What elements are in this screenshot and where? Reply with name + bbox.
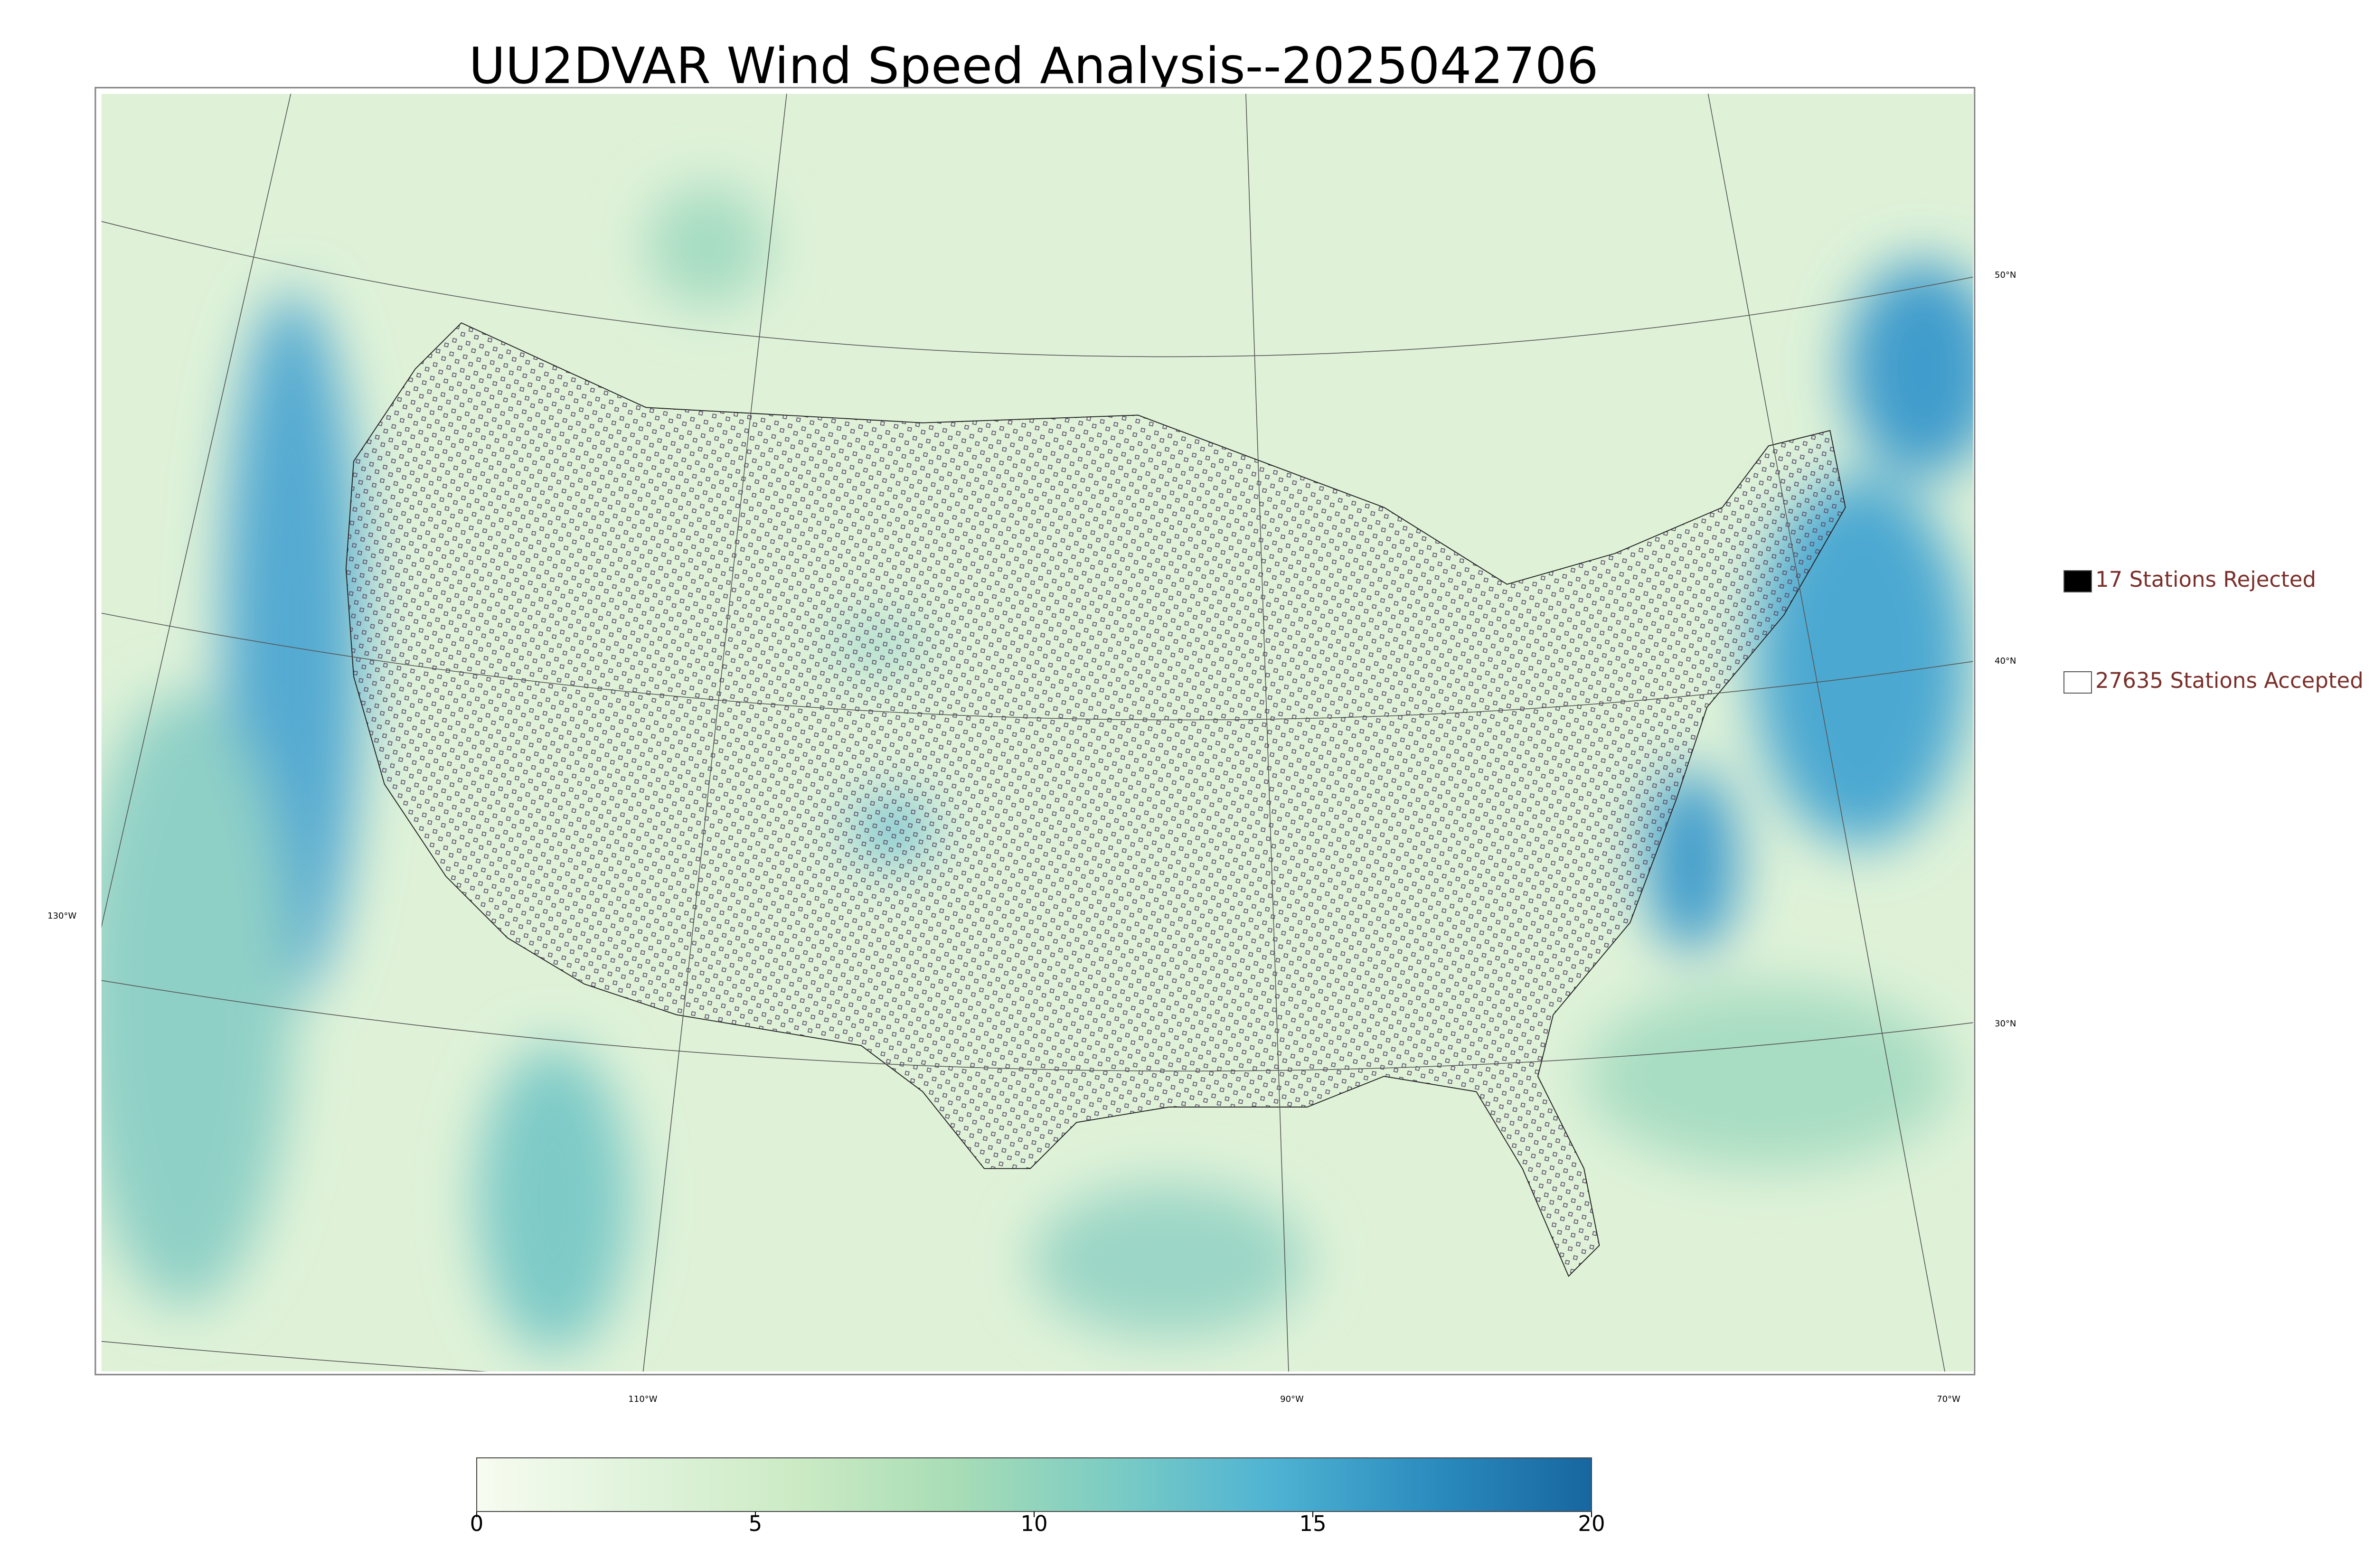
- legend-swatch: [2063, 671, 2092, 694]
- longitude-label: 90°W: [1280, 1394, 1304, 1404]
- legend-label: 27635 Stations Accepted: [2095, 668, 2364, 693]
- map-field: [101, 94, 1973, 1372]
- station-region: [345, 322, 1846, 1277]
- legend: 17 Stations Rejected 27635 Stations Accep…: [2063, 567, 2364, 694]
- colorbar-tick-label: 20: [1578, 1511, 1605, 1536]
- colorbar-body: [476, 1457, 1592, 1512]
- longitude-label: 70°W: [1937, 1394, 1960, 1404]
- colorbar-tick-label: 10: [1020, 1511, 1047, 1536]
- map-title: UU2DVAR Wind Speed Analysis--2025042706: [469, 37, 1598, 95]
- latitude-label: 30°N: [1995, 1019, 2016, 1029]
- colorbar: 0 5 10 15 20: [470, 1457, 1605, 1536]
- colorbar-tick-label: 15: [1299, 1511, 1326, 1536]
- colorbar-tick-label: 0: [470, 1511, 484, 1536]
- map: [94, 86, 1976, 1376]
- legend-label: 17 Stations Rejected: [2095, 567, 2316, 592]
- longitude-label: 130°W: [47, 911, 76, 921]
- longitude-label: 110°W: [628, 1394, 657, 1404]
- legend-swatch: [2063, 570, 2092, 592]
- graticule: [101, 94, 1973, 1372]
- latitude-label: 50°N: [1995, 270, 2016, 280]
- latitude-label: 40°N: [1995, 656, 2016, 666]
- colorbar-tick-label: 5: [749, 1511, 763, 1536]
